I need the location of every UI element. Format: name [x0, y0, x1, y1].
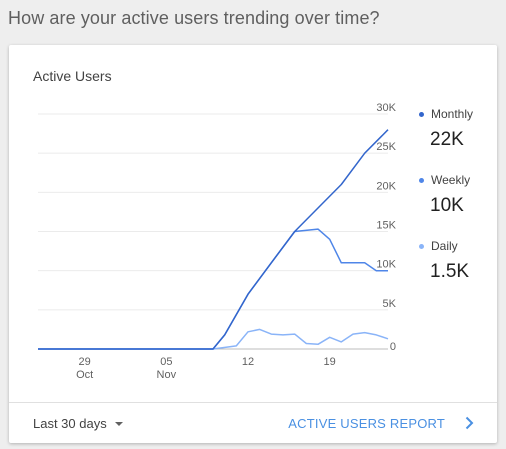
card-footer: Last 30 days ACTIVE USERS REPORT: [9, 402, 497, 444]
legend-dot-weekly: [419, 177, 424, 183]
x-tick-label: 05: [160, 356, 172, 368]
y-tick-label: 25K: [376, 141, 396, 153]
active-users-report-link[interactable]: ACTIVE USERS REPORT: [288, 415, 477, 431]
legend-item-monthly: Monthly 22K: [417, 107, 497, 151]
legend-label-daily: Daily: [431, 239, 458, 253]
series-line-weekly: [38, 228, 388, 350]
report-link-label: ACTIVE USERS REPORT: [288, 415, 445, 431]
series-line-daily: [38, 328, 389, 350]
date-range-dropdown[interactable]: Last 30 days: [33, 416, 123, 431]
x-tick-label: 19: [324, 356, 336, 368]
y-tick-label: 20K: [376, 180, 396, 192]
legend-value-monthly: 22K: [430, 129, 464, 150]
legend-value-weekly: 10K: [430, 195, 464, 216]
card-title: Active Users: [33, 68, 112, 84]
y-tick-label: 10K: [376, 259, 396, 271]
legend-label-weekly: Weekly: [431, 173, 471, 187]
y-tick-label: 30K: [376, 102, 396, 114]
date-range-label: Last 30 days: [33, 416, 107, 431]
legend-label-monthly: Monthly: [431, 107, 474, 121]
x-tick-sublabel: Oct: [76, 369, 93, 381]
active-users-card: Active Users 0 5K 10K 15K 20K 25K 30K 29 Oct 05 No…: [9, 45, 497, 443]
y-tick-label: 0: [390, 341, 396, 353]
x-tick-label: 12: [242, 356, 254, 368]
series-line-monthly: [38, 129, 389, 350]
legend-value-daily: 1.5K: [430, 261, 470, 282]
legend-item-daily: Daily 1.5K: [417, 239, 497, 283]
legend-dot-monthly: [419, 111, 424, 117]
legend-item-weekly: Weekly 10K: [417, 173, 497, 217]
caret-down-icon: [114, 421, 123, 426]
y-tick-label: 5K: [383, 298, 397, 310]
x-tick-sublabel: Nov: [157, 369, 177, 381]
x-tick-label: 29: [79, 356, 91, 368]
chevron-right-icon: [465, 416, 474, 430]
legend-dot-daily: [419, 243, 424, 249]
y-tick-label: 15K: [376, 220, 396, 232]
page-question: How are your active users trending over …: [8, 8, 380, 28]
